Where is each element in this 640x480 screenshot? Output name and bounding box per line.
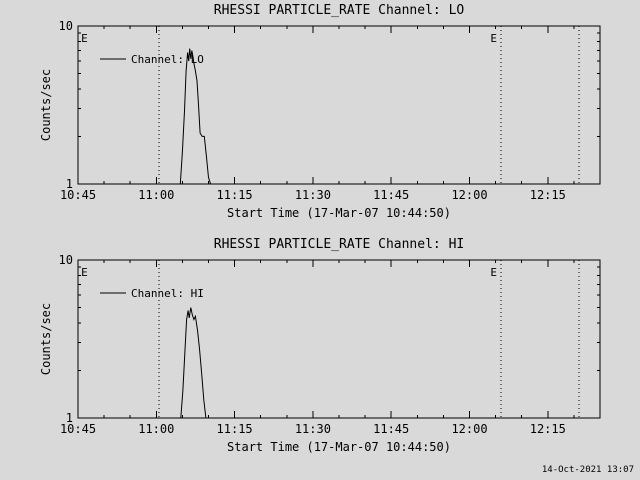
svg-text:11:30: 11:30 xyxy=(295,188,331,202)
svg-text:1: 1 xyxy=(66,177,73,191)
svg-text:Counts/sec: Counts/sec xyxy=(39,69,53,141)
svg-text:11:00: 11:00 xyxy=(138,188,174,202)
svg-text:Channel: LO: Channel: LO xyxy=(131,53,204,66)
svg-text:1: 1 xyxy=(66,411,73,425)
svg-text:E: E xyxy=(81,32,88,45)
svg-text:E: E xyxy=(81,266,88,279)
svg-text:12:15: 12:15 xyxy=(530,422,566,436)
svg-text:10: 10 xyxy=(59,20,73,33)
chart-panel-hi: RHESSI PARTICLE_RATE Channel: HI 10:45 11… xyxy=(0,236,640,456)
svg-text:E: E xyxy=(490,266,497,279)
svg-text:11:30: 11:30 xyxy=(295,422,331,436)
x-axis-label-hi: Start Time (17-Mar-07 10:44:50) xyxy=(227,440,451,454)
svg-text:12:00: 12:00 xyxy=(451,422,487,436)
chart-panel-lo: RHESSI PARTICLE_RATE Channel: LO 10:45 11… xyxy=(0,2,640,222)
svg-text:12:00: 12:00 xyxy=(451,188,487,202)
svg-text:Channel: HI: Channel: HI xyxy=(131,287,204,300)
chart-title-hi: RHESSI PARTICLE_RATE Channel: HI xyxy=(213,237,465,252)
chart-canvas-hi: 10:45 11:00 11:15 11:30 11:45 12:00 12:15 1 10 Co… xyxy=(39,254,601,436)
svg-text:11:15: 11:15 xyxy=(217,422,253,436)
svg-text:10:45: 10:45 xyxy=(60,422,96,436)
chart-title-lo: RHESSI PARTICLE_RATE Channel: LO xyxy=(213,3,465,18)
svg-text:11:15: 11:15 xyxy=(217,188,253,202)
svg-text:Counts/sec: Counts/sec xyxy=(39,303,53,375)
chart-canvas-lo: 10:45 11:00 11:15 11:30 11:45 12:00 12:15 1 10 Co… xyxy=(39,20,601,202)
render-timestamp: 14-Oct-2021 13:07 xyxy=(541,465,634,475)
svg-text:E: E xyxy=(490,32,497,45)
svg-text:10: 10 xyxy=(59,254,73,267)
svg-text:10:45: 10:45 xyxy=(60,188,96,202)
svg-text:12:15: 12:15 xyxy=(530,188,566,202)
x-axis-label-lo: Start Time (17-Mar-07 10:44:50) xyxy=(227,206,451,220)
svg-text:11:45: 11:45 xyxy=(373,188,409,202)
svg-text:11:45: 11:45 xyxy=(373,422,409,436)
svg-text:11:00: 11:00 xyxy=(138,422,174,436)
